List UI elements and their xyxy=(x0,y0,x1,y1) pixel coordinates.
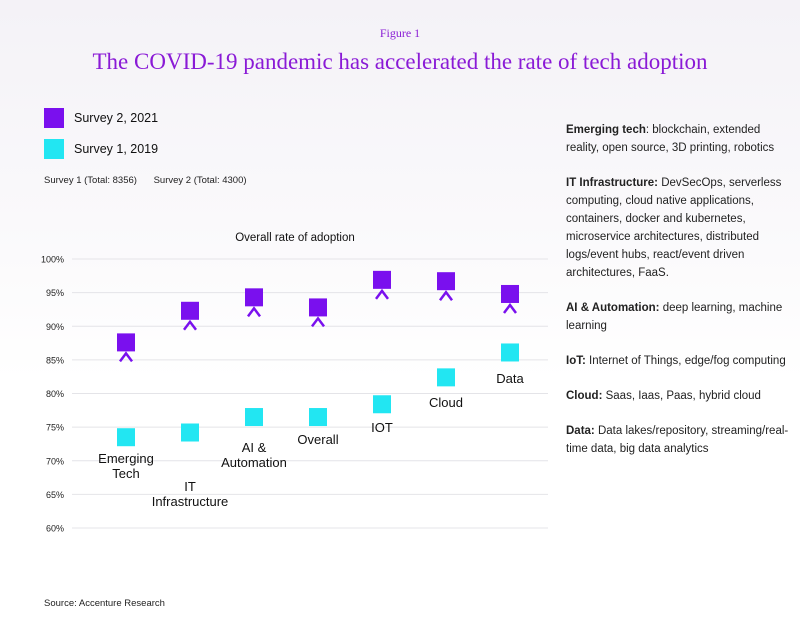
y-tick-label: 90% xyxy=(46,322,64,332)
survey-1-marker xyxy=(117,428,135,447)
note-label: Emerging tech xyxy=(566,124,646,136)
survey-2-total: Survey 2 (Total: 4300) xyxy=(153,175,247,186)
y-tick-label: 65% xyxy=(46,490,64,500)
note-label: IT Infrastructure: xyxy=(566,177,659,189)
note-text: blockchain, extended reality, open sourc… xyxy=(566,124,775,154)
note-label: Cloud: xyxy=(566,390,603,402)
survey-totals: Survey 1 (Total: 8356) Survey 2 (Total: … xyxy=(44,175,261,186)
y-tick-label: 85% xyxy=(46,355,64,365)
note-text: Data lakes/repository, streaming/real-ti… xyxy=(566,425,789,455)
note-data: Data: Data lakes/repository, streaming/r… xyxy=(566,422,791,458)
legend-label-survey-2: Survey 2, 2021 xyxy=(74,111,159,125)
survey-2-marker xyxy=(437,272,455,291)
survey-1-marker xyxy=(437,368,455,387)
note-text: deep learning, machine learning xyxy=(566,302,783,332)
note-label: IoT: xyxy=(566,355,586,367)
note-text: Saas, Iaas, Paas, hybrid cloud xyxy=(605,390,761,402)
category-label: Data xyxy=(496,371,524,386)
survey-2-marker xyxy=(501,284,519,303)
category-label-line: Tech xyxy=(112,466,139,481)
legend-item-survey-1: Survey 1, 2019 xyxy=(44,139,158,159)
figure-title: The COVID-19 pandemic has accelerated th… xyxy=(92,49,708,74)
y-tick-label: 75% xyxy=(46,423,64,433)
category-label: Cloud xyxy=(429,395,463,410)
change-arrow-head xyxy=(439,290,453,301)
y-tick-label: 60% xyxy=(46,524,64,534)
survey-1-marker xyxy=(245,408,263,427)
adoption-chart: Overall rate of adoption 100% 95% 90% 85% 80%… xyxy=(41,232,548,534)
y-tick-label: 95% xyxy=(46,288,64,298)
note-cloud: Cloud: Saas, Iaas, Paas, hybrid cloud xyxy=(566,387,791,405)
legend-label-survey-1: Survey 1, 2019 xyxy=(74,142,159,156)
category-label-line: Data xyxy=(496,371,524,386)
note-label: AI & Automation: xyxy=(566,302,660,314)
change-arrow-head xyxy=(247,306,261,318)
survey-1-marker xyxy=(501,343,519,362)
survey-2-marker xyxy=(181,301,199,320)
survey-1-marker xyxy=(309,408,327,427)
note-text: DevSecOps, serverless computing, cloud n… xyxy=(566,177,782,279)
category-label-line: Infrastructure xyxy=(152,494,229,509)
note-separator: : xyxy=(645,124,653,136)
category-label-line: AI & xyxy=(242,440,267,455)
category-label-line: Automation xyxy=(221,455,287,470)
category-label-line: Cloud xyxy=(429,395,463,410)
category-label-line: Emerging xyxy=(98,451,154,466)
y-tick-label: 70% xyxy=(46,456,64,466)
survey-1-marker xyxy=(373,395,391,414)
change-arrow-head xyxy=(311,316,325,328)
legend-swatch-survey-2 xyxy=(44,108,64,128)
y-tick-label: 80% xyxy=(46,389,64,399)
survey-1-marker xyxy=(181,423,199,442)
change-arrow-head xyxy=(119,351,133,363)
survey-1-total: Survey 1 (Total: 8356) xyxy=(44,175,137,186)
category-definitions: Emerging tech: blockchain, extended real… xyxy=(566,121,791,475)
chart-title: Overall rate of adoption xyxy=(235,232,355,244)
note-emerging-tech: Emerging tech: blockchain, extended real… xyxy=(566,121,791,157)
category-label: AI & Automation xyxy=(221,440,287,470)
survey-2-marker xyxy=(245,288,263,307)
legend-item-survey-2: Survey 2, 2021 xyxy=(44,108,158,128)
note-text: Internet of Things, edge/fog computing xyxy=(589,355,786,367)
note-ai-automation: AI & Automation: deep learning, machine … xyxy=(566,299,791,335)
change-arrow-head xyxy=(503,302,517,314)
source-note: Source: Accenture Research xyxy=(44,598,165,609)
category-label: Overall xyxy=(297,432,338,447)
figure-label: Figure 1 xyxy=(379,26,421,40)
y-tick-label: 100% xyxy=(41,255,64,265)
legend-swatch-survey-1 xyxy=(44,139,64,159)
category-label-line: Overall xyxy=(297,432,338,447)
note-label: Data: xyxy=(566,425,595,437)
category-label-line: IT xyxy=(184,479,196,494)
change-arrow-head xyxy=(183,319,197,331)
category-label: Emerging Tech xyxy=(98,451,154,481)
category-label-line: IOT xyxy=(371,420,393,435)
note-iot: IoT: Internet of Things, edge/fog comput… xyxy=(566,352,791,370)
category-label: IT Infrastructure xyxy=(152,479,229,509)
change-arrow-head xyxy=(375,288,389,300)
survey-2-marker xyxy=(373,270,391,289)
survey-2-marker xyxy=(309,298,327,317)
category-label: IOT xyxy=(371,420,393,435)
note-it-infrastructure: IT Infrastructure: DevSecOps, serverless… xyxy=(566,174,791,282)
survey-2-marker xyxy=(117,333,135,352)
